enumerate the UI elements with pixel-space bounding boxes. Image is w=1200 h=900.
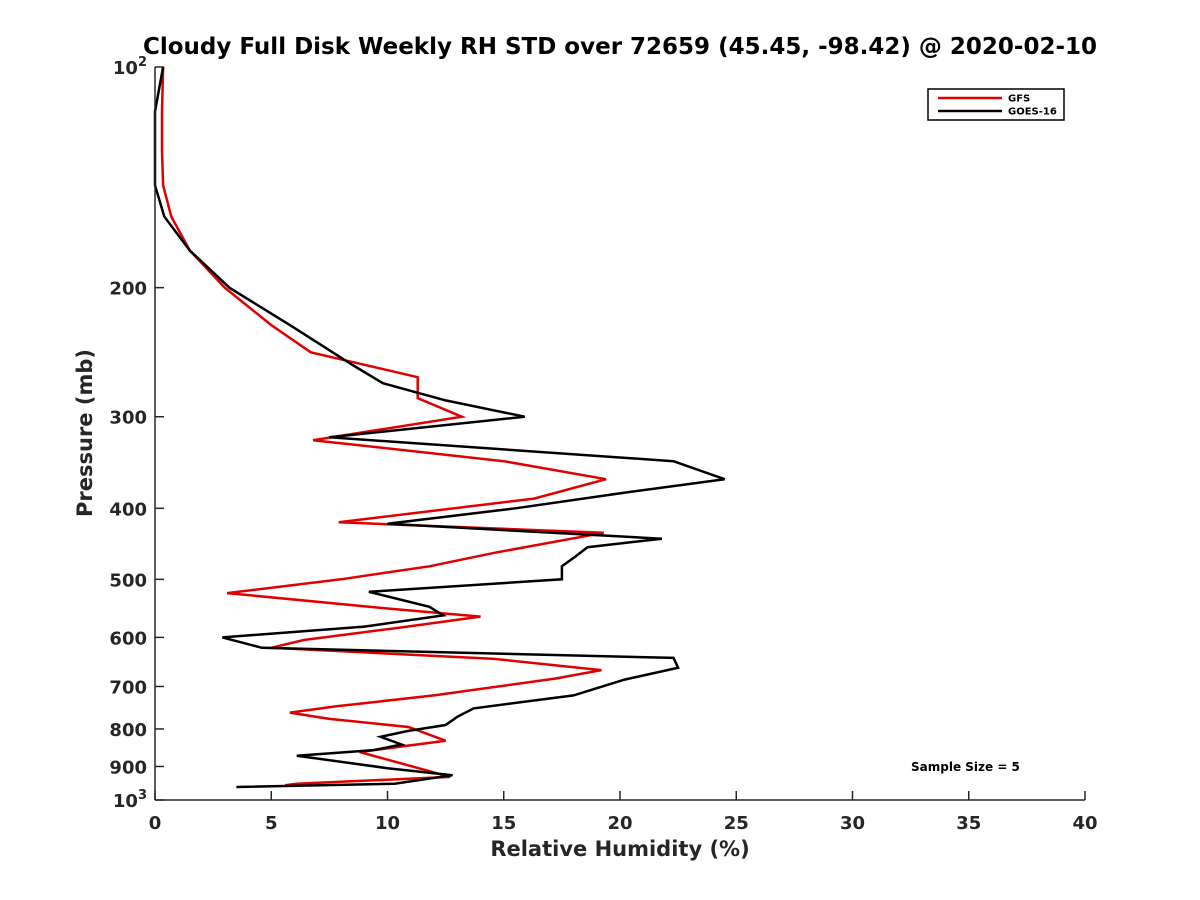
- y-tick-label: 500: [109, 570, 147, 591]
- y-tick-label: 700: [109, 677, 147, 698]
- legend-label-gfs: GFS: [1008, 94, 1030, 105]
- x-tick-label: 0: [149, 813, 162, 834]
- x-tick-label: 5: [265, 813, 278, 834]
- series-line-goes-16: [153, 66, 726, 789]
- x-tick-label: 20: [607, 813, 632, 834]
- x-tick-label: 25: [724, 813, 749, 834]
- legend: GFS GOES-16: [927, 88, 1065, 121]
- legend-box: [927, 88, 1065, 121]
- x-tick-label: 15: [491, 813, 516, 834]
- y-tick-label: 900: [109, 757, 147, 778]
- x-axis-label: Relative Humidity (%): [490, 837, 749, 861]
- y-tick-label: 300: [109, 408, 147, 429]
- x-tick-label: 10: [375, 813, 400, 834]
- y-tick-label: 200: [109, 279, 147, 300]
- sample-size-annotation: Sample Size = 5: [911, 760, 1020, 774]
- chart-title: Cloudy Full Disk Weekly RH STD over 7265…: [143, 34, 1097, 60]
- x-tick-label: 30: [840, 813, 865, 834]
- y-axis-label: Pressure (mb): [73, 349, 97, 517]
- y-ticks: 102 200 300 400 500 600 700 800 900 103: [109, 55, 164, 812]
- series-line-gfs: [160, 66, 607, 787]
- y-tick-label: 400: [109, 499, 147, 520]
- y-tick-label: 800: [109, 720, 147, 741]
- legend-label-goes-16: GOES-16: [1008, 107, 1057, 118]
- x-tick-label: 35: [956, 813, 981, 834]
- x-tick-label: 40: [1072, 813, 1097, 834]
- y-tick-label: 102: [113, 55, 147, 79]
- x-ticks: 0 5 10 15 20 25 30 35 40: [149, 791, 1098, 834]
- series-layer: [153, 66, 726, 789]
- y-tick-label: 600: [109, 628, 147, 649]
- y-tick-label: 103: [113, 788, 147, 812]
